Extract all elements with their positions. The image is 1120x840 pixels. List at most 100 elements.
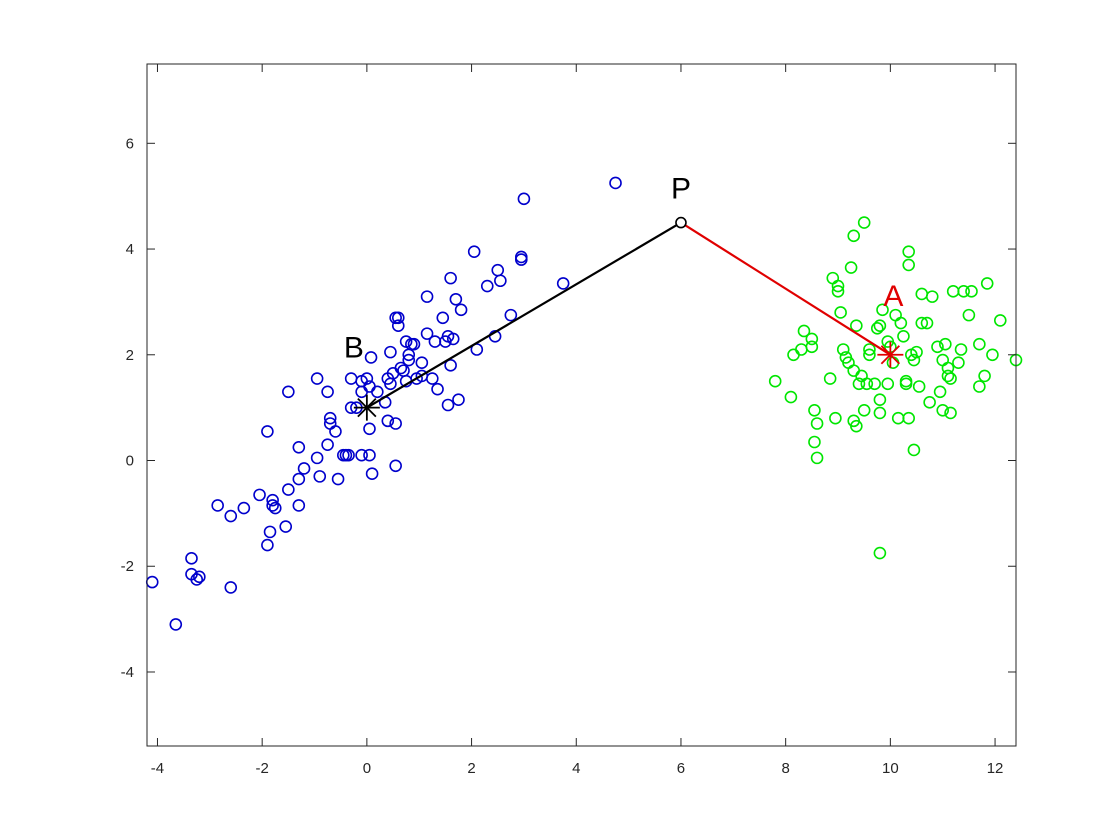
cluster-a-point — [850, 419, 863, 433]
cluster-a-point — [863, 348, 876, 362]
cluster-a-point — [831, 285, 845, 298]
x-tick-label: 12 — [987, 760, 1004, 777]
cluster-a-point — [876, 303, 889, 317]
cluster-b-point — [266, 499, 279, 512]
cluster-b-point — [323, 411, 337, 425]
cluster-a-point — [836, 343, 850, 356]
cluster-a-point — [912, 380, 926, 393]
cluster-a-point — [834, 306, 847, 319]
cluster-a-point — [907, 353, 921, 367]
y-tick-label: -2 — [121, 558, 134, 575]
centroid-b-star-marker — [353, 394, 380, 421]
cluster-b-point — [384, 345, 397, 359]
cluster-a-point — [965, 285, 978, 298]
line-pb — [366, 221, 682, 409]
x-tick-label: 10 — [882, 760, 899, 777]
y-tick-label: 4 — [126, 241, 134, 258]
cluster-a-point — [831, 279, 845, 293]
cluster-a-point — [899, 374, 913, 388]
cluster-b-point — [282, 385, 295, 399]
cluster-b-point — [342, 448, 355, 462]
cluster-a-point — [857, 216, 871, 229]
cluster-b-point — [297, 462, 311, 475]
cluster-b-point — [313, 470, 327, 483]
cluster-b-point — [415, 356, 429, 370]
cluster-b-point — [190, 573, 204, 586]
cluster-a-point — [923, 396, 936, 409]
y-tick-label: -4 — [121, 664, 134, 681]
series-layer — [145, 176, 1023, 631]
cluster-a-point — [873, 546, 887, 560]
cluster-b-point — [446, 332, 460, 346]
cluster-a-point — [805, 332, 819, 346]
cluster-b-point — [331, 472, 345, 486]
cluster-a-point — [873, 406, 887, 420]
cluster-b-point — [193, 570, 206, 584]
cluster-b-point — [407, 337, 421, 351]
cluster-a-point — [925, 290, 939, 303]
cluster-a-point — [868, 377, 881, 391]
x-tick-label: -4 — [151, 760, 164, 777]
point-p-marker — [675, 216, 687, 229]
y-tick-label: 6 — [126, 135, 134, 152]
cluster-b-point — [381, 414, 395, 428]
cluster-a-point — [850, 319, 863, 332]
cluster-b-point — [391, 319, 405, 332]
annotations-layer: P A B — [344, 173, 904, 421]
cluster-a-point — [823, 372, 837, 385]
cluster-b-point — [391, 311, 405, 325]
cluster-b-point — [224, 581, 238, 594]
cluster-b-point — [444, 271, 457, 285]
cluster-a-point — [768, 374, 782, 388]
cluster-a-point — [857, 403, 871, 417]
cluster-a-point — [939, 337, 952, 351]
cluster-a-point — [920, 316, 934, 330]
cluster-a-point — [847, 229, 861, 243]
cluster-a-point — [931, 340, 944, 354]
cluster-a-point — [973, 337, 986, 351]
y-tick-label: 2 — [126, 347, 134, 364]
cluster-b-point — [441, 398, 455, 412]
cluster-a-point — [973, 380, 986, 393]
cluster-b-point — [224, 509, 238, 523]
cluster-b-point — [452, 393, 465, 407]
cluster-b-point — [371, 385, 384, 399]
cluster-a-point — [797, 324, 811, 338]
y-tick-label: 0 — [126, 453, 134, 470]
cluster-b-point — [420, 290, 434, 303]
cluster-a-point — [944, 372, 957, 385]
cluster-a-point — [808, 435, 821, 449]
cluster-b-point — [360, 372, 374, 385]
x-tick-label: 8 — [781, 760, 789, 777]
cluster-a-point — [954, 343, 968, 356]
cluster-a-point — [829, 411, 842, 425]
cluster-b-point — [261, 538, 274, 552]
centroid-a-star-marker — [877, 341, 904, 368]
cluster-a-point — [860, 377, 874, 391]
cluster-a-point — [933, 385, 947, 399]
cluster-a-point — [873, 393, 887, 407]
cluster-b-point — [444, 359, 457, 372]
cluster-b-point — [389, 417, 402, 430]
axes-box — [146, 63, 1017, 747]
cluster-a-point — [810, 451, 824, 465]
cluster-a-point — [784, 390, 798, 404]
cluster-b-point — [363, 422, 376, 436]
cluster-b-point — [431, 382, 444, 396]
cluster-a-point — [952, 356, 965, 370]
cluster-b-point — [169, 618, 183, 631]
cluster-b-point — [494, 274, 507, 288]
cluster-b-point — [263, 525, 277, 539]
cluster-a-point — [910, 345, 923, 359]
segments-layer — [366, 221, 891, 409]
cluster-a-point — [870, 322, 884, 335]
cluster-b-point — [237, 501, 251, 515]
cluster-a-point — [902, 258, 915, 272]
cluster-b-point — [279, 520, 293, 533]
ticks-layer: -4 -2 0 2 4 6 8 10 12 -4 -2 0 2 4 6 — [121, 64, 1016, 777]
cluster-b-point — [454, 303, 468, 317]
cluster-a-point — [897, 329, 910, 343]
cluster-b-point — [436, 311, 450, 325]
x-tick-label: 6 — [677, 760, 685, 777]
cluster-a-point — [936, 403, 950, 417]
